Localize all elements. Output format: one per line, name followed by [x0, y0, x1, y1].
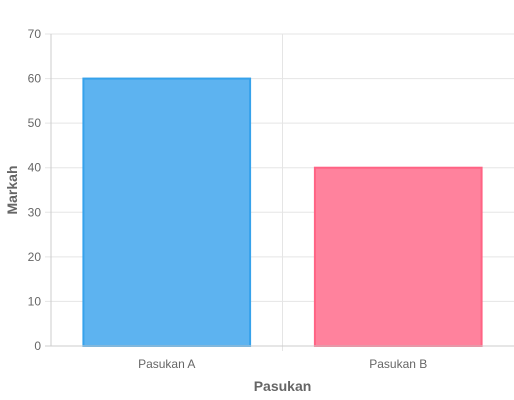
y-tick-labels: 0 10 20 30 40 50 60 70 [28, 27, 42, 353]
x-tick-labels: Pasukan A Pasukan B [138, 357, 427, 371]
y-tick-label-10: 10 [28, 294, 42, 308]
bar-pasukan-b[interactable] [315, 168, 482, 346]
x-axis-title: Pasukan [254, 378, 312, 394]
y-tick-label-50: 50 [28, 116, 42, 130]
y-tick-label-30: 30 [28, 205, 42, 219]
y-axis-title: Markah [4, 165, 20, 214]
bar-pasukan-a[interactable] [83, 79, 250, 346]
y-tick-label-0: 0 [34, 339, 41, 353]
y-tick-label-40: 40 [28, 161, 42, 175]
y-tick-label-20: 20 [28, 250, 42, 264]
y-tick-label-70: 70 [28, 27, 42, 41]
y-tick-label-60: 60 [28, 72, 42, 86]
x-tick-label-pasukan-a: Pasukan A [138, 357, 195, 371]
x-tick-label-pasukan-b: Pasukan B [369, 357, 427, 371]
